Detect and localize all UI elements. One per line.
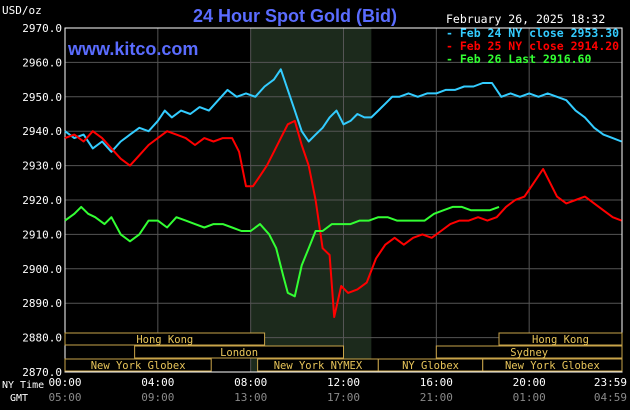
market-session: NY Globex <box>377 358 484 372</box>
chart-title: 24 Hour Spot Gold (Bid) <box>193 6 397 26</box>
market-session-label: NY Globex <box>402 360 459 372</box>
series-line-1 <box>64 68 622 153</box>
market-session-label: Hong Kong <box>532 334 589 346</box>
market-session-box <box>64 332 266 346</box>
plot-frame <box>64 27 623 373</box>
x-tick-label-ny: 12:00 <box>327 376 360 389</box>
x-tick-label-gmt: 05:00 <box>48 391 81 404</box>
market-session-label: London <box>220 347 258 359</box>
market-session-label: Hong Kong <box>136 334 193 346</box>
market-session-label: Sydney <box>510 347 548 359</box>
market-session: Hong Kong <box>64 332 266 346</box>
market-session: Hong Kong <box>498 332 623 346</box>
market-session-box <box>134 345 344 359</box>
x-axis: 00:00 05:00 04:00 09:00 08:00 13:00 12:00 17:00… <box>2 376 627 404</box>
x-tick-label-ny: 08:00 <box>234 376 267 389</box>
market-session-box <box>64 358 212 372</box>
y-tick-label: 2900.0 <box>22 263 62 276</box>
market-session-box <box>498 332 623 346</box>
x-tick-label-gmt: 13:00 <box>234 391 267 404</box>
x-tick-label-gmt: 01:00 <box>513 391 546 404</box>
market-session-label: New York NYMEX <box>274 360 363 372</box>
market-session: New York NYMEX <box>257 358 379 372</box>
legend-entry: - Feb 26 Last 2916.60 <box>446 52 591 66</box>
y-axis: 2970.0 2960.0 2950.0 2940.0 2930.0 2920.0 2910… <box>22 22 62 379</box>
x-tick-label-ny: 16:00 <box>420 376 453 389</box>
x-tick-label-gmt: 17:00 <box>327 391 360 404</box>
y-tick-label: 2950.0 <box>22 91 62 104</box>
series-line-2 <box>64 119 622 318</box>
market-session-label: New York Globex <box>91 360 186 372</box>
market-session: London <box>134 345 344 359</box>
market-session: Sydney <box>435 345 623 359</box>
y-tick-label: 2890.0 <box>22 297 62 310</box>
y-tick-label: 2880.0 <box>22 332 62 345</box>
x-tick-label-ny: 23:59 <box>594 376 627 389</box>
series-layer <box>64 68 622 318</box>
x-tick-label-gmt: 04:59 <box>594 391 627 404</box>
gmt-axis-label: GMT <box>10 393 28 404</box>
ny-time-axis-label: NY Time <box>2 380 44 391</box>
y-tick-label: 2920.0 <box>22 194 62 207</box>
y-tick-label: 2930.0 <box>22 160 62 173</box>
date-stamp: February 26, 2025 18:32 <box>446 12 605 26</box>
x-tick-label-ny: 04:00 <box>141 376 174 389</box>
y-tick-label: 2960.0 <box>22 56 62 69</box>
market-session-box <box>482 358 623 372</box>
y-tick-label: 2870.0 <box>22 366 62 379</box>
y-tick-label: 2910.0 <box>22 228 62 241</box>
market-session-label: New York Globex <box>505 360 600 372</box>
legend-entry: - Feb 24 NY close 2953.30 <box>446 26 619 40</box>
y-tick-label: 2940.0 <box>22 125 62 138</box>
market-session-box <box>435 345 623 359</box>
series-line-3 <box>64 205 500 298</box>
unit-label: USD/oz <box>2 4 42 17</box>
x-tick-label-ny: 00:00 <box>48 376 81 389</box>
legend: - Feb 24 NY close 2953.30- Feb 25 NY clo… <box>446 26 619 66</box>
y-tick-label: 2970.0 <box>22 22 62 35</box>
x-tick-label-gmt: 09:00 <box>141 391 174 404</box>
market-session: New York Globex <box>482 358 623 372</box>
market-session: New York Globex <box>64 358 212 372</box>
x-tick-label-ny: 20:00 <box>513 376 546 389</box>
website-watermark: www.kitco.com <box>67 39 198 59</box>
x-tick-label-gmt: 21:00 <box>420 391 453 404</box>
legend-entry: - Feb 25 NY close 2914.20 <box>446 39 619 53</box>
